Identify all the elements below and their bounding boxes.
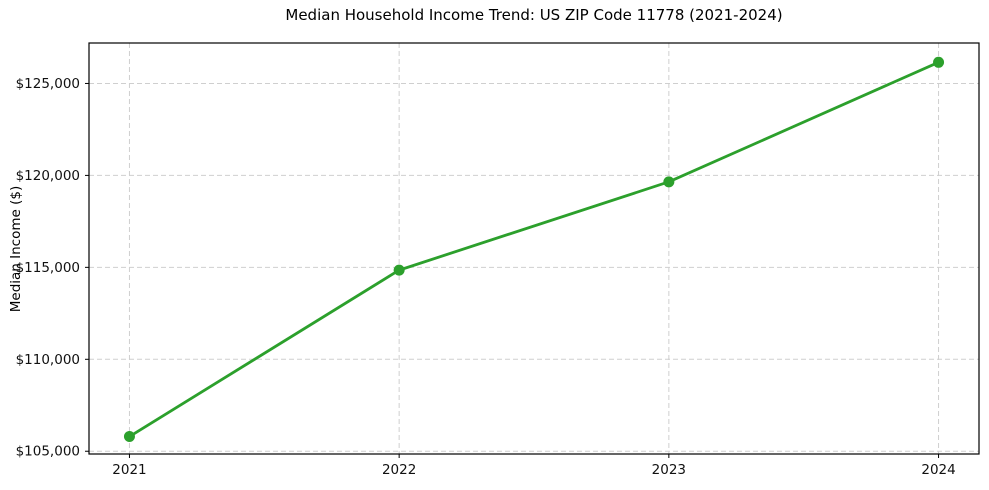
y-tick-labels: $105,000 $110,000 $115,000 $120,000 $125,000	[16, 76, 80, 460]
gridlines	[89, 43, 979, 454]
data-point-marker	[933, 56, 945, 68]
y-tick-label: $105,000	[16, 444, 80, 460]
income-line-series	[123, 56, 945, 443]
y-tick-label: $110,000	[16, 352, 80, 368]
x-tick-label: 2024	[921, 462, 955, 478]
data-point-marker	[123, 431, 135, 443]
data-point-marker	[663, 176, 675, 188]
x-tick-label: 2023	[652, 462, 686, 478]
y-tick-label: $125,000	[16, 76, 80, 92]
axis-ticks	[85, 82, 940, 458]
data-point-marker	[393, 264, 405, 276]
x-tick-label: 2022	[382, 462, 416, 478]
chart-title: Median Household Income Trend: US ZIP Co…	[285, 6, 783, 24]
y-tick-label: $115,000	[16, 260, 80, 276]
x-tick-label: 2021	[112, 462, 146, 478]
income-trend-line	[128, 60, 940, 438]
x-tick-labels: 2021 2022 2023 2024	[112, 462, 955, 478]
plot-border	[88, 42, 980, 455]
y-tick-label: $120,000	[16, 168, 80, 184]
